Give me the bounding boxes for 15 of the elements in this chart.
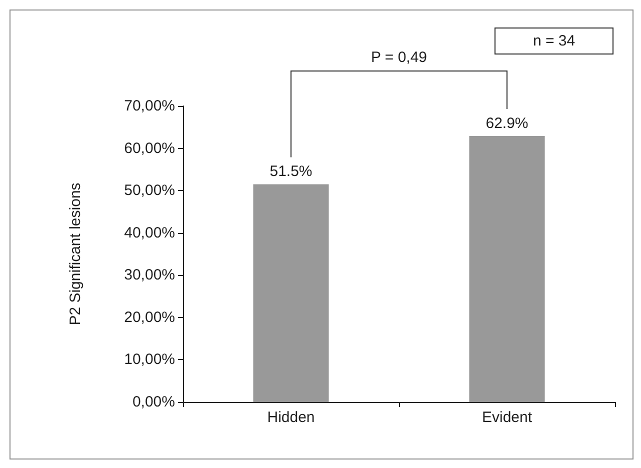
- y-tick-label: 50,00%: [124, 182, 175, 200]
- y-axis-title: P2 Significant lesions: [67, 182, 84, 326]
- y-tick-label: 60,00%: [124, 140, 175, 157]
- text: n = 34: [532, 32, 576, 50]
- text: P = 0,49: [370, 49, 428, 66]
- y-tick-label: 20,00%: [124, 308, 175, 326]
- x-tick-label: Hidden: [267, 409, 315, 426]
- x-tick-label: Evident: [482, 409, 533, 426]
- y-tick-label: 30,00%: [124, 266, 175, 284]
- data-label: 51.5%: [270, 163, 312, 180]
- y-tick-label: 70,00%: [124, 98, 175, 114]
- y-tick-label: 0,00%: [132, 394, 175, 410]
- y-tick-label: 10,00%: [124, 351, 175, 368]
- data-label: 62.9%: [486, 115, 528, 132]
- y-tick-label: 40,00%: [124, 224, 175, 242]
